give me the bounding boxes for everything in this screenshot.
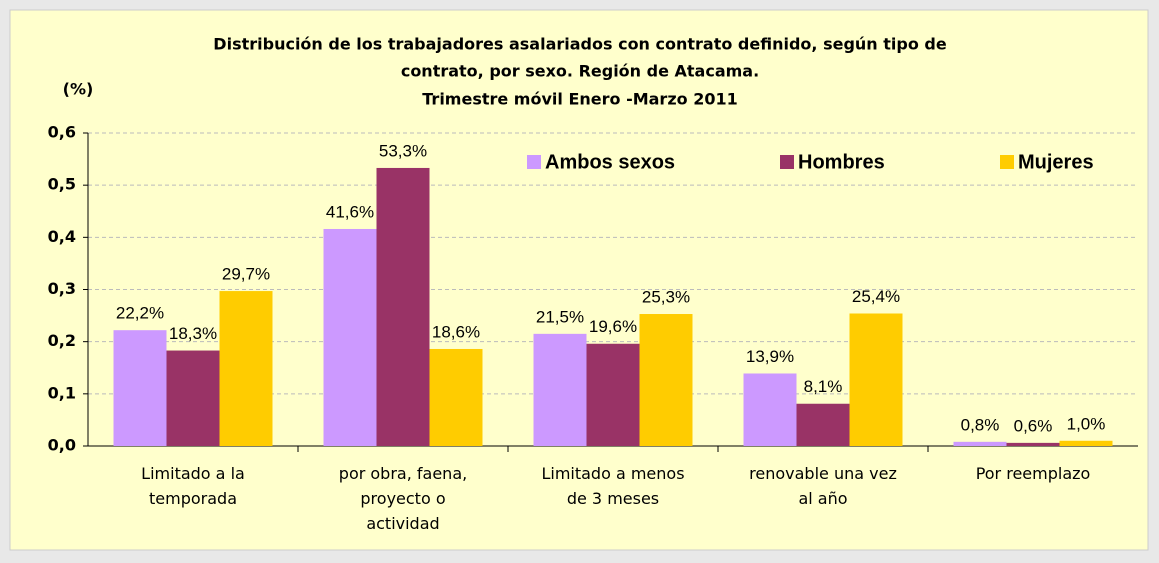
- x-tick-label: Limitado a menos de 3 meses: [541, 464, 684, 508]
- legend-swatch: [1000, 155, 1014, 169]
- value-label: 18,6%: [432, 322, 480, 341]
- value-label: 29,7%: [222, 265, 270, 284]
- value-label: 22,2%: [116, 304, 164, 323]
- value-label: 0,8%: [961, 415, 1000, 434]
- y-tick-label: 0,6: [48, 123, 76, 142]
- bar: [1059, 440, 1113, 446]
- y-tick-label: 0,0: [48, 436, 76, 455]
- y-tick-label: 0,3: [48, 279, 76, 298]
- bar: [113, 330, 167, 446]
- bar: [586, 343, 640, 446]
- bar: [323, 228, 377, 446]
- bar: [376, 167, 430, 446]
- y-tick-label: 0,1: [48, 383, 76, 402]
- bar: [166, 350, 220, 446]
- value-label: 19,6%: [589, 317, 637, 336]
- value-label: 21,5%: [536, 307, 584, 326]
- bar: [743, 373, 797, 446]
- y-tick-label: 0,4: [48, 227, 76, 246]
- y-tick-label: 0,5: [48, 175, 76, 194]
- chart-title: Trimestre móvil Enero -Marzo 2011: [422, 90, 737, 109]
- value-label: 0,6%: [1014, 416, 1053, 435]
- bar: [639, 314, 693, 446]
- legend-label: Hombres: [798, 151, 885, 173]
- x-tick-label: por obra, faena, proyecto o actividad: [339, 464, 467, 533]
- bar: [533, 333, 587, 446]
- value-label: 41,6%: [326, 202, 374, 221]
- y-axis-label: (%): [63, 80, 94, 99]
- chart-title: Distribución de los trabajadores asalari…: [213, 35, 947, 54]
- x-tick-label: Limitado a la temporada: [141, 464, 245, 508]
- legend-label: Ambos sexos: [545, 151, 675, 173]
- bar: [953, 441, 1007, 446]
- value-label: 8,1%: [804, 377, 843, 396]
- bar: [1006, 442, 1060, 446]
- chart-title: contrato, por sexo. Región de Atacama.: [401, 62, 759, 81]
- legend-swatch: [780, 155, 794, 169]
- y-tick-label: 0,2: [48, 331, 76, 350]
- x-tick-label: Por reemplazo: [976, 464, 1091, 483]
- value-label: 18,3%: [169, 324, 217, 343]
- legend-swatch: [527, 155, 541, 169]
- bar: [219, 291, 273, 446]
- value-label: 53,3%: [379, 141, 427, 160]
- bar: [849, 313, 903, 446]
- bar: [429, 348, 483, 446]
- x-tick-label: renovable una vez al año: [749, 464, 897, 508]
- value-label: 1,0%: [1067, 414, 1106, 433]
- legend-label: Mujeres: [1018, 151, 1094, 173]
- value-label: 25,4%: [852, 287, 900, 306]
- value-label: 13,9%: [746, 347, 794, 366]
- bar: [796, 403, 850, 446]
- panel: [9, 9, 1149, 551]
- value-label: 25,3%: [642, 288, 690, 307]
